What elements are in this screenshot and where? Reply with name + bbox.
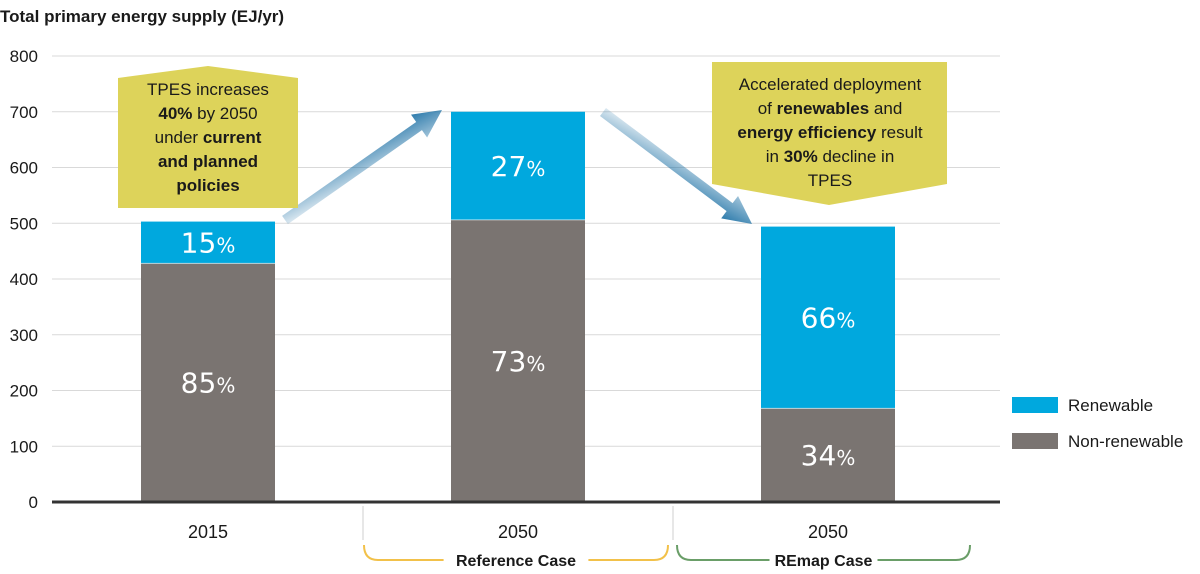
arrow-down-right-icon xyxy=(599,108,752,224)
callout-tpes-decline-line: Accelerated deployment xyxy=(739,75,922,94)
arrow-up-right-icon xyxy=(282,110,442,225)
bar-non-renewable xyxy=(761,408,895,502)
callout-tpes-increase-line: and planned xyxy=(158,152,258,171)
callout-tpes-increase-line: 40% by 2050 xyxy=(158,104,257,123)
reference-case-bracket-left xyxy=(363,544,444,561)
legend-label-renewable: Renewable xyxy=(1068,396,1153,415)
remap-case-label: REmap Case xyxy=(775,553,873,570)
bar-renewable xyxy=(141,221,275,264)
renewable-share-label: 66% xyxy=(801,301,856,334)
callout-tpes-increase-line: TPES increases xyxy=(147,80,269,99)
bar-layer xyxy=(52,111,1000,561)
callout-tpes-increase-box xyxy=(118,66,298,208)
bar-non-renewable xyxy=(451,219,585,502)
arrow-down-right-icon-shape xyxy=(599,108,752,224)
reference-case-label: Reference Case xyxy=(456,553,576,570)
legend-label-non-renewable: Non-renewable xyxy=(1068,432,1183,451)
x-category-label: 2050 xyxy=(808,522,848,542)
y-tick-label: 400 xyxy=(10,270,38,289)
callout-tpes-decline-line: of renewables and xyxy=(758,99,903,118)
bar-renewable xyxy=(451,111,585,220)
y-tick-label: 300 xyxy=(10,326,38,345)
legend-swatch-renewable xyxy=(1012,397,1058,413)
legend-swatch-non-renewable xyxy=(1012,433,1058,449)
renewable-share-label: 27% xyxy=(491,150,546,183)
arrow-up-right-icon-shape xyxy=(282,110,442,225)
x-category-label: 2050 xyxy=(498,522,538,542)
non-renewable-share-label: 85% xyxy=(181,367,236,400)
y-tick-label: 100 xyxy=(10,437,38,456)
y-tick-label: 200 xyxy=(10,382,38,401)
remap-case-bracket-left xyxy=(676,544,770,561)
callout-tpes-decline-line: TPES xyxy=(808,171,852,190)
y-tick-label: 0 xyxy=(29,493,38,512)
callout-tpes-decline-line: in 30% decline in xyxy=(766,147,895,166)
non-renewable-share-label: 34% xyxy=(801,439,856,472)
callout-tpes-increase-line: policies xyxy=(176,176,239,195)
callout-tpes-decline-box xyxy=(712,62,947,205)
callout-layer: TPES increases 40% by 2050 under current an… xyxy=(118,62,947,208)
bar-renewable xyxy=(761,226,895,409)
chart-title: Total primary energy supply (EJ/yr) xyxy=(0,7,284,26)
arrow-layer xyxy=(282,108,752,225)
callout-tpes-increase-line: under current xyxy=(155,128,262,147)
x-category-label: 2015 xyxy=(188,522,228,542)
renewable-share-label: 15% xyxy=(181,226,236,259)
callout-tpes-decline-line: energy efficiency result xyxy=(737,123,922,142)
reference-case-bracket-right xyxy=(588,544,669,561)
y-tick-label: 700 xyxy=(10,103,38,122)
remap-case-bracket-right xyxy=(877,544,971,561)
legend-layer: Renewable Non-renewable xyxy=(1012,396,1183,451)
non-renewable-share-label: 73% xyxy=(491,345,546,378)
y-tick-label: 600 xyxy=(10,159,38,178)
y-tick-label: 500 xyxy=(10,214,38,233)
bar-non-renewable xyxy=(141,263,275,502)
y-tick-label: 800 xyxy=(10,47,38,66)
label-layer: 85% 15% 2015 73% 27% 2050 34% 66% 2050 Reference … xyxy=(181,150,873,570)
